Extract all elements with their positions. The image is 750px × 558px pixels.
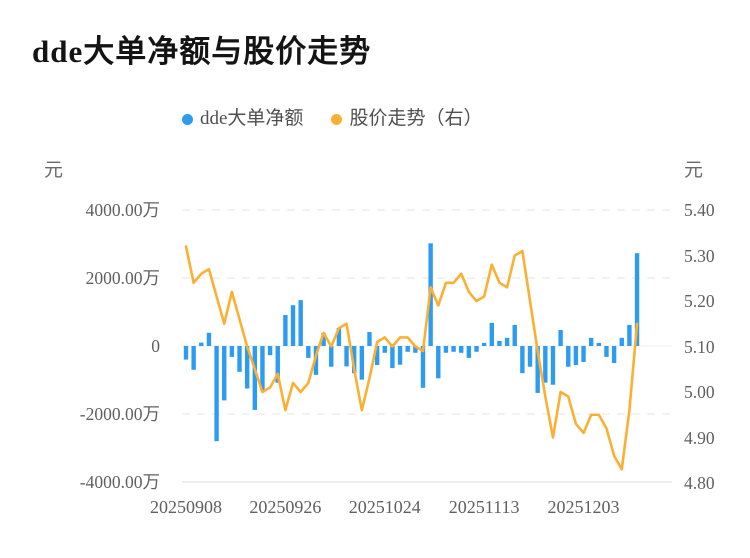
price-line — [184, 245, 639, 471]
dde-net-bar-14 — [290, 305, 296, 346]
dde-net-bar-13 — [283, 315, 288, 346]
dde-net-bar-33 — [436, 346, 441, 379]
dde-net-bar-34 — [443, 346, 449, 353]
legend-item-price-trend[interactable]: 股价走势（右） — [331, 107, 482, 131]
dde-net-bar-43 — [512, 324, 517, 346]
dde-net-bar-59 — [634, 253, 640, 346]
right-axis-tick: 5.40 — [684, 200, 715, 220]
x-axis-tick: 20251113 — [448, 497, 520, 517]
right-axis-unit: 元 — [684, 160, 704, 181]
legend-label-price-trend: 股价走势（右） — [349, 108, 483, 129]
dde-net-bar-25 — [374, 346, 380, 366]
right-axis-tick: 4.80 — [684, 473, 715, 493]
dde-net-bar-47 — [543, 346, 548, 383]
right-axis-tick: 5.20 — [684, 291, 715, 311]
dde-net-bar-35 — [451, 346, 456, 352]
dde-net-bar-4 — [214, 346, 219, 442]
dde-net-bar-42 — [504, 337, 510, 346]
right-axis-tick: 5.00 — [684, 382, 715, 402]
x-axis-tick: 20251203 — [547, 497, 620, 517]
dde-net-bar-28 — [397, 346, 403, 365]
dde-net-bar-3 — [206, 332, 212, 346]
dde-net-bar-40 — [489, 322, 494, 346]
x-axis-tick: 20250908 — [150, 497, 222, 517]
dde-net-bar-17 — [313, 346, 319, 375]
dde-net-bar-30 — [413, 346, 418, 353]
right-axis-tick: 5.10 — [684, 336, 715, 357]
left-axis-tick: 2000.00万 — [85, 268, 160, 288]
right-axis-tick: 4.90 — [684, 427, 715, 448]
dde-net-bar-24 — [367, 332, 372, 346]
dde-net-bar-9 — [252, 346, 258, 410]
legend-label-dde-net: dde大单净额 — [200, 108, 304, 129]
dde-net-bar-36 — [459, 346, 464, 353]
dde-net-bar-56 — [611, 346, 617, 363]
dde-net-bar-7 — [237, 346, 242, 372]
dde-net-bar-41 — [497, 340, 502, 346]
dde-net-bar-31 — [420, 346, 426, 388]
legend: dde大单净额 股价走势（右） — [182, 107, 482, 131]
dde-net-bar-39 — [481, 342, 487, 346]
dde-net-bar-6 — [229, 346, 235, 357]
left-axis-tick: 0 — [151, 336, 160, 356]
dde-net-bar-1 — [191, 346, 196, 370]
left-axis-tick: -2000.00万 — [79, 404, 160, 424]
dde-net-bar-38 — [474, 346, 479, 352]
dde-net-bar-20 — [336, 327, 342, 346]
dde-net-bar-2 — [199, 342, 204, 346]
dde-net-bar-19 — [329, 346, 334, 367]
dde-net-bar-5 — [222, 346, 227, 401]
dde-net-bar-15 — [298, 300, 303, 346]
left-axis-unit: 元 — [44, 160, 64, 181]
dde-net-bar-8 — [244, 346, 250, 389]
dde-net-bar-45 — [527, 346, 533, 367]
dde-net-bar-37 — [466, 346, 472, 358]
dde-net-bar-16 — [306, 346, 311, 358]
dde-net-bar-0 — [183, 346, 189, 360]
dde-net-bar-21 — [344, 346, 349, 367]
dde-net-bar-26 — [382, 346, 387, 353]
dde-net-bar-57 — [619, 337, 624, 346]
dde-net-bar-55 — [604, 346, 609, 357]
dde-net-bar-50 — [566, 346, 571, 367]
dde-net-bar-54 — [596, 342, 602, 346]
dde-net-bar-44 — [520, 346, 525, 374]
dde-net-bar-58 — [627, 324, 632, 346]
dde-net-bar-10 — [260, 346, 265, 391]
chart-title: dde大单净额与股价走势 — [32, 34, 372, 69]
dde-net-bar-29 — [405, 346, 410, 352]
dde-net-bar-12 — [275, 346, 280, 383]
dde-net-bar-49 — [558, 330, 563, 346]
dde-net-bar-22 — [351, 346, 357, 374]
dde-net-bar-11 — [267, 346, 273, 356]
left-axis-tick: 4000.00万 — [85, 200, 160, 220]
dde-net-bar-48 — [550, 346, 556, 385]
left-axis-tick: -4000.00万 — [79, 472, 160, 492]
x-axis-tick: 20250926 — [249, 497, 322, 517]
legend-item-dde-net[interactable]: dde大单净额 — [182, 107, 303, 131]
dde-net-bar-46 — [535, 346, 540, 393]
x-axis-tick: 20251024 — [348, 497, 421, 517]
legend-blue-dot-icon — [182, 113, 193, 125]
dde-net-bar-27 — [390, 346, 395, 369]
dde-net-bar-52 — [581, 346, 586, 362]
legend-yellow-dot-icon — [331, 113, 343, 125]
right-axis-tick: 5.30 — [684, 245, 715, 266]
dde-net-bar-23 — [359, 346, 365, 380]
dde-net-bar-53 — [588, 337, 594, 346]
dde-net-bar-18 — [321, 333, 326, 346]
dde-net-bar-51 — [573, 346, 579, 366]
